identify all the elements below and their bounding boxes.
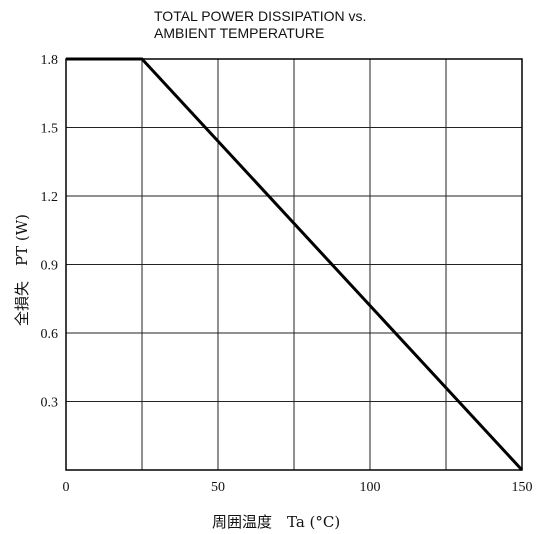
y-tick-label: 1.8 <box>41 53 59 68</box>
chart-title-line-1: TOTAL POWER DISSIPATION vs. <box>154 8 366 24</box>
x-tick-label: 50 <box>211 480 225 495</box>
plot-area-frame <box>65 58 523 471</box>
y-tick-label: 0.3 <box>41 396 59 411</box>
x-tick-label: 100 <box>360 480 381 495</box>
gridlines <box>66 59 522 470</box>
tick-labels: 0.3 0.6 0.9 1.2 1.5 1.8 0 50 100 150 <box>41 53 533 495</box>
y-tick-label: 1.5 <box>41 122 59 137</box>
x-tick-label: 150 <box>512 480 533 495</box>
x-tick-label: 0 <box>63 480 70 495</box>
y-tick-label: 0.6 <box>41 327 59 342</box>
x-axis-label: 周囲温度 Ta (°C) <box>212 513 340 531</box>
chart-title-line-2: AMBIENT TEMPERATURE <box>154 25 324 41</box>
y-tick-label: 0.9 <box>41 259 59 274</box>
y-tick-label: 1.2 <box>41 190 59 205</box>
y-axis-label: 全損失 PT (W) <box>13 214 31 326</box>
